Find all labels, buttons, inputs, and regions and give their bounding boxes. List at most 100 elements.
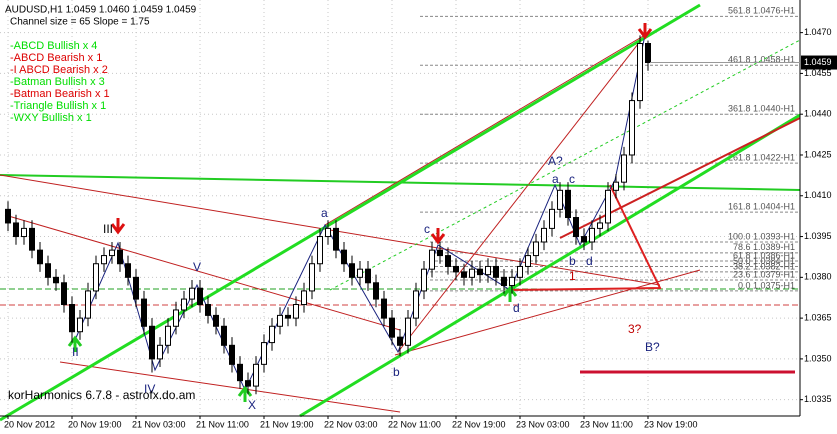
chart-title: AUDUSD,H1 1.0459 1.0460 1.0459 1.0459 bbox=[5, 5, 197, 16]
candle-body bbox=[509, 276, 515, 286]
pattern-zigzag bbox=[74, 34, 646, 392]
candle-body bbox=[533, 241, 539, 257]
pattern-label: 3? bbox=[628, 322, 642, 336]
candle-body bbox=[253, 363, 259, 387]
candle-body bbox=[581, 236, 587, 243]
candle-body bbox=[53, 276, 59, 284]
candle-body bbox=[301, 290, 307, 306]
candle-body bbox=[485, 265, 491, 276]
arrows bbox=[110, 23, 653, 245]
candle-body bbox=[413, 290, 419, 319]
chart-subtitle: Channel size = 65 Slope = 1.75 bbox=[10, 17, 150, 28]
candle-body bbox=[173, 309, 179, 327]
y-tick-label: 1.0380 bbox=[804, 272, 832, 282]
fib-label: 0.0 1.0375-H1 bbox=[738, 280, 795, 290]
candle-body bbox=[245, 380, 251, 387]
candle-body bbox=[197, 287, 203, 306]
x-tick-label: 21 Nov 19:00 bbox=[260, 419, 314, 429]
candle-body bbox=[45, 263, 51, 278]
pattern-label: 1 bbox=[569, 269, 576, 283]
candle-body bbox=[93, 263, 99, 292]
candles bbox=[5, 35, 651, 395]
pattern-label: B? bbox=[645, 340, 660, 354]
candle-body bbox=[29, 227, 35, 251]
candle-body bbox=[213, 314, 219, 327]
trend-line bbox=[397, 34, 646, 353]
candle-body bbox=[261, 342, 267, 365]
y-tick-label: 1.0455 bbox=[804, 68, 832, 78]
candle-body bbox=[597, 222, 603, 229]
candle-body bbox=[125, 263, 131, 278]
candle-body bbox=[365, 268, 371, 284]
pattern-label: II bbox=[72, 345, 79, 359]
candle-body bbox=[157, 344, 163, 360]
candle-body bbox=[293, 304, 299, 319]
pattern-label: IV bbox=[144, 382, 155, 396]
pattern-label: b bbox=[569, 254, 576, 268]
candle-body bbox=[37, 249, 43, 265]
candle-body bbox=[437, 249, 443, 257]
trend-line bbox=[394, 269, 701, 356]
arrow bbox=[502, 285, 518, 302]
legend-entry: -Batman Bullish x 3 bbox=[10, 76, 105, 88]
candle-body bbox=[325, 227, 331, 238]
arrow bbox=[67, 335, 83, 352]
x-tick-label: 23 Nov 03:00 bbox=[516, 419, 570, 429]
y-tick-label: 1.0350 bbox=[804, 353, 832, 363]
candle-body bbox=[205, 304, 211, 316]
candle-body bbox=[389, 317, 395, 338]
arrow bbox=[237, 385, 253, 402]
price-label: 1.0459 bbox=[804, 57, 832, 67]
candle-body bbox=[349, 263, 355, 278]
x-tick-label: 22 Nov 19:00 bbox=[452, 419, 506, 429]
candle-body bbox=[445, 255, 451, 267]
axis-labels: 1.0470 1.0455 1.0440 1.0425 1.0410 1.0395 1.03… bbox=[4, 27, 832, 429]
candle-body bbox=[221, 325, 227, 346]
y-tick-label: 1.0395 bbox=[804, 231, 832, 241]
legend-entry: -ABCD Bullish x 4 bbox=[10, 40, 97, 52]
candle-body bbox=[61, 282, 67, 306]
candle-body bbox=[525, 255, 531, 267]
legend-entry: -Triangle Bullish x 1 bbox=[10, 100, 106, 112]
price-box bbox=[801, 55, 837, 70]
pattern-label: d bbox=[586, 254, 593, 268]
legend-entry: -I ABCD Bearish x 2 bbox=[10, 64, 108, 76]
candle-body bbox=[333, 227, 339, 251]
pattern-label: c bbox=[569, 172, 575, 186]
candle-body bbox=[469, 268, 475, 278]
legend-entry: -WXY Bullish x 1 bbox=[10, 112, 92, 124]
pattern-label: A? bbox=[548, 154, 563, 168]
candle-body bbox=[237, 363, 243, 382]
candle-body bbox=[141, 298, 147, 327]
candle-body bbox=[285, 314, 291, 319]
candle-body bbox=[573, 217, 579, 238]
candle-body bbox=[357, 268, 363, 278]
candle-body bbox=[269, 325, 275, 344]
candle-body bbox=[69, 304, 75, 333]
arrow bbox=[430, 228, 446, 245]
candle-body bbox=[605, 189, 611, 224]
candle-body bbox=[549, 208, 555, 229]
candle-body bbox=[517, 265, 523, 278]
candle-body bbox=[109, 249, 115, 257]
trend-line bbox=[59, 361, 401, 413]
x-tick-label: 22 Nov 11:00 bbox=[388, 419, 441, 429]
pattern-labels: III II IV V X a b c d A? a c b d 1 3? B? bbox=[72, 154, 660, 412]
legend-entry: -Batman Bearish x 1 bbox=[10, 88, 110, 100]
y-tick-label: 1.0425 bbox=[804, 149, 832, 159]
candle-body bbox=[133, 276, 139, 300]
watermark: korHarmonics 6.7.8 - astrofx.do.am bbox=[8, 388, 195, 402]
candle-body bbox=[461, 271, 467, 278]
y-tick-label: 1.0470 bbox=[804, 27, 832, 37]
candle-body bbox=[397, 336, 403, 346]
fib-label: 461.8 1.0458-H1 bbox=[728, 55, 795, 65]
dotted-line bbox=[329, 39, 801, 291]
arrow bbox=[637, 23, 653, 40]
arrow bbox=[110, 218, 126, 235]
fib-label: 361.8 1.0440-H1 bbox=[728, 104, 795, 114]
legend: -ABCD Bullish x 4-ABCD Bearish x 1-I ABC… bbox=[10, 40, 110, 124]
x-tick-label: 20 Nov 19:00 bbox=[68, 419, 122, 429]
pattern-label: d bbox=[513, 301, 520, 315]
